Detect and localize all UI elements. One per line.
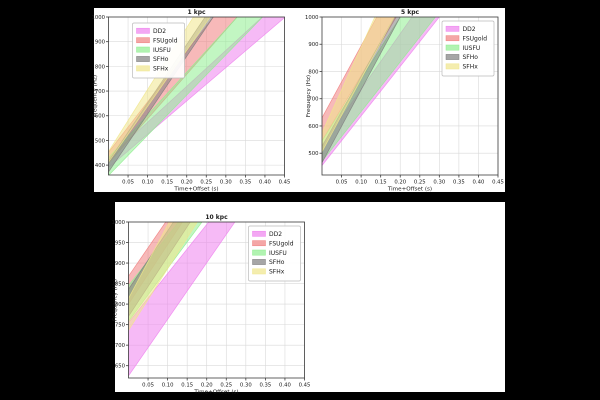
- legend-label-DD2: DD2: [463, 26, 476, 33]
- legend-swatch-SFHx: [445, 63, 460, 70]
- x-tick-label: 0.20: [394, 180, 406, 186]
- legend-swatch-FSUgold: [445, 35, 460, 42]
- y-tick-label: 900: [95, 40, 106, 46]
- y-tick-label: 600: [308, 124, 319, 130]
- y-tick-label: 850: [115, 281, 126, 287]
- y-tick-label: 900: [115, 261, 126, 267]
- legend-swatch-SFHo: [136, 56, 150, 62]
- band-SFHx: [322, 17, 395, 152]
- legend-box: [132, 22, 185, 79]
- x-tick-label: 0.40: [473, 180, 485, 186]
- legend-swatch-DD2: [136, 27, 150, 34]
- y-tick-label: 500: [95, 138, 106, 144]
- x-tick-label: 0.35: [259, 383, 271, 389]
- y-tick-label: 900: [308, 42, 319, 48]
- x-tick-label: 0.20: [181, 180, 193, 186]
- legend-swatch-SFHx: [136, 65, 150, 72]
- legend-label-SFHo: SFHo: [463, 54, 479, 61]
- legend-label-DD2: DD2: [153, 28, 166, 35]
- plot-title: 5 kpc: [401, 9, 420, 16]
- legend-swatch-SFHo: [252, 259, 266, 265]
- legend-label-FSUgold: FSUgold: [269, 240, 294, 247]
- x-tick-label: 0.15: [181, 383, 193, 389]
- x-tick-label: 0.05: [122, 180, 134, 186]
- y-tick-label: 700: [308, 97, 319, 103]
- y-tick-label: 800: [95, 64, 106, 70]
- legend-swatch-FSUgold: [136, 37, 150, 44]
- legend-label-DD2: DD2: [269, 231, 282, 238]
- plot-title: 10 kpc: [205, 214, 228, 221]
- legend-swatch-IUSFU: [252, 249, 266, 256]
- y-tick-label: 1000: [92, 15, 106, 21]
- x-tick-label: 0.10: [142, 180, 154, 186]
- x-tick-label: 0.10: [162, 383, 174, 389]
- band-IUSFU: [108, 17, 264, 175]
- x-tick-label: 0.15: [161, 180, 173, 186]
- y-tick-label: 600: [95, 114, 106, 120]
- band-DD2: [128, 222, 236, 377]
- y-tick-label: 400: [95, 163, 106, 169]
- x-tick-label: 0.05: [336, 180, 348, 186]
- x-tick-label: 0.05: [142, 383, 154, 389]
- x-axis-label: Time+Offset (s): [387, 187, 432, 193]
- x-tick-label: 0.10: [355, 180, 367, 186]
- y-tick-label: 1000: [305, 15, 319, 21]
- band-SFHx: [128, 222, 198, 332]
- legend-box: [248, 225, 301, 282]
- legend-swatch-SFHo: [445, 54, 460, 60]
- y-tick-label: 800: [115, 302, 126, 308]
- axes-spines: [128, 221, 305, 379]
- legend-swatch-DD2: [252, 230, 266, 237]
- legend-box: [441, 20, 495, 77]
- legend-label-SFHx: SFHx: [269, 269, 285, 276]
- y-tick-label: 1000: [112, 220, 126, 226]
- legend-label-IUSFU: IUSFU: [269, 250, 287, 257]
- legend-label-IUSFU: IUSFU: [153, 47, 171, 54]
- y-tick-label: 800: [308, 69, 319, 75]
- legend-label-SFHx: SFHx: [153, 66, 169, 73]
- legend-swatch-FSUgold: [252, 240, 266, 247]
- y-tick-label: 700: [115, 343, 126, 349]
- x-tick-label: 0.45: [299, 383, 311, 389]
- legend-swatch-SFHx: [252, 268, 266, 275]
- y-tick-label: 500: [308, 151, 319, 157]
- axes-spines: [108, 16, 285, 176]
- x-tick-label: 0.20: [201, 383, 213, 389]
- plot-title: 1 kpc: [187, 9, 206, 16]
- legend-label-FSUgold: FSUgold: [153, 37, 178, 44]
- axes-spines: [321, 16, 499, 176]
- y-tick-label: 750: [115, 323, 126, 329]
- y-axis-label: Frequency (Hz): [306, 75, 312, 117]
- x-axis-label: Time+Offset (s): [193, 390, 238, 396]
- legend-label-FSUgold: FSUgold: [463, 35, 488, 42]
- x-tick-label: 0.25: [220, 383, 232, 389]
- y-tick-label: 950: [115, 240, 126, 246]
- legend-label-SFHo: SFHo: [153, 56, 169, 63]
- y-axis-label: Frequency (Hz): [113, 279, 119, 321]
- x-tick-label: 0.30: [220, 180, 232, 186]
- legend-label-SFHo: SFHo: [269, 259, 285, 266]
- x-tick-label: 0.15: [375, 180, 387, 186]
- x-tick-label: 0.30: [433, 180, 445, 186]
- y-axis-label: Frequency (Hz): [93, 75, 99, 117]
- x-tick-label: 0.45: [279, 180, 291, 186]
- x-tick-label: 0.25: [200, 180, 212, 186]
- y-tick-label: 700: [95, 89, 106, 95]
- x-axis-label: Time+Offset (s): [173, 187, 218, 193]
- legend-swatch-IUSFU: [445, 44, 460, 51]
- x-tick-label: 0.40: [279, 383, 291, 389]
- x-tick-label: 0.35: [453, 180, 465, 186]
- legend-label-SFHx: SFHx: [463, 64, 479, 71]
- legend-label-IUSFU: IUSFU: [463, 45, 481, 52]
- x-tick-label: 0.45: [492, 180, 504, 186]
- x-tick-label: 0.40: [259, 180, 271, 186]
- x-tick-label: 0.35: [239, 180, 251, 186]
- legend-swatch-DD2: [445, 25, 460, 32]
- x-tick-label: 0.25: [414, 180, 426, 186]
- y-tick-label: 650: [115, 364, 126, 370]
- x-tick-label: 0.30: [240, 383, 252, 389]
- legend-swatch-IUSFU: [136, 46, 150, 53]
